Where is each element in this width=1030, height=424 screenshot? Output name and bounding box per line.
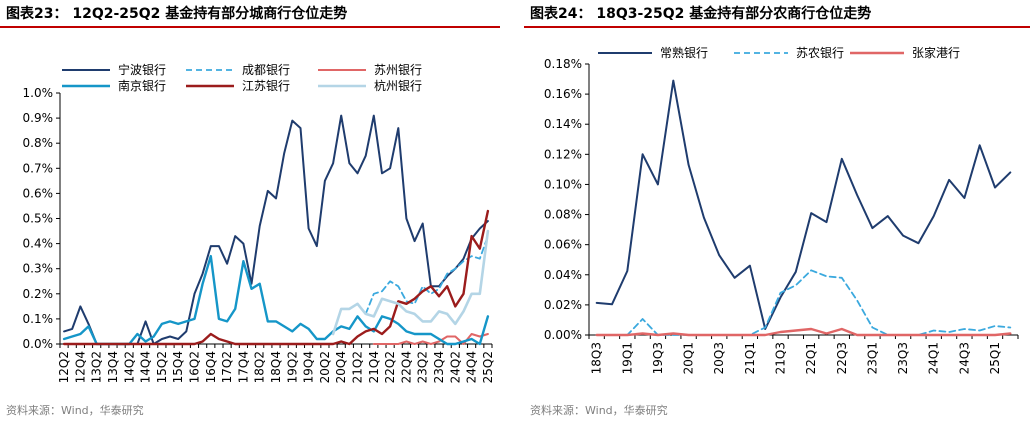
y-tick-label: 0.5%	[23, 212, 54, 226]
y-tick-label: 0.18%	[544, 57, 582, 71]
series-line	[372, 333, 489, 345]
x-tick-label: 24Q4	[465, 351, 479, 383]
legend-label: 南京银行	[118, 78, 166, 93]
x-tick-label: 15Q2	[155, 351, 169, 383]
x-tick-label: 16Q4	[204, 351, 218, 383]
series-line	[595, 269, 1012, 336]
x-tick-label: 21Q1	[743, 342, 757, 374]
series-line	[595, 327, 1012, 337]
chart-source: 资料来源：Wind，华泰研究	[6, 404, 144, 417]
x-tick-label: 20Q1	[682, 342, 696, 374]
x-tick-label: 17Q4	[236, 351, 250, 383]
x-tick-label: 20Q4	[334, 351, 348, 383]
y-tick-label: 0.08%	[544, 208, 582, 222]
y-tick-label: 1.0%	[23, 86, 54, 100]
x-tick-label: 17Q2	[220, 351, 234, 383]
legend-label: 苏农银行	[796, 46, 844, 60]
x-tick-label: 12Q4	[73, 351, 87, 383]
legend-label: 成都银行	[242, 63, 290, 77]
legend-label: 江苏银行	[242, 79, 290, 93]
x-tick-label: 22Q1	[804, 342, 818, 374]
x-tick-label: 13Q2	[90, 351, 104, 383]
x-tick-label: 13Q4	[106, 351, 120, 383]
series-line	[595, 79, 1012, 330]
legend-label: 常熟银行	[660, 45, 708, 60]
left-chart-panel: 图表23： 12Q2-25Q2 基金持有部分城商行仓位走势 0.0% 0.1% 0.…	[0, 0, 500, 424]
x-tick-label: 19Q2	[285, 351, 299, 383]
x-tick-label: 19Q3	[651, 342, 665, 374]
y-tick-label: 0.1%	[23, 312, 54, 326]
x-tick-label: 14Q4	[139, 351, 153, 383]
x-tick-label: 20Q3	[712, 342, 726, 374]
x-tick-label: 21Q2	[351, 351, 365, 383]
x-tick-label: 19Q4	[302, 351, 316, 383]
x-tick-label: 21Q3	[774, 342, 788, 374]
x-tick-label: 24Q3	[957, 342, 971, 374]
x-tick-label: 23Q1	[865, 342, 879, 374]
rural-bank-chart: 0.00% 0.02% 0.04% 0.06% 0.08% 0.10% 0.12% 0.14%…	[544, 45, 1019, 374]
right-chart-panel: 图表24： 18Q3-25Q2 基金持有部分农商行仓位走势 0.00% 0.02%…	[524, 0, 1030, 424]
series-line	[63, 114, 489, 345]
y-tick-label: 0.8%	[23, 136, 54, 150]
x-tick-label: 16Q2	[187, 351, 201, 383]
x-tick-label: 19Q1	[620, 342, 634, 374]
y-tick-label: 0.9%	[23, 111, 54, 125]
x-tick-label: 25Q1	[988, 342, 1002, 374]
y-tick-label: 0.4%	[23, 237, 54, 251]
y-tick-label: 0.02%	[544, 298, 582, 312]
y-tick-label: 0.2%	[23, 287, 54, 301]
x-tick-label: 18Q3	[590, 342, 604, 374]
title-rule	[524, 26, 1030, 28]
x-tick-label: 22Q2	[383, 351, 397, 383]
city-bank-chart: 0.0% 0.1% 0.2% 0.3% 0.4% 0.5% 0.6% 0.7% 0.8% 0.9%…	[23, 62, 495, 383]
series-line	[62, 209, 490, 346]
y-tick-label: 0.3%	[23, 262, 54, 276]
x-tick-label: 15Q4	[171, 351, 185, 383]
x-tick-label: 18Q2	[253, 351, 267, 383]
x-tick-label: 22Q3	[835, 342, 849, 374]
y-tick-label: 0.04%	[544, 268, 582, 282]
y-tick-label: 0.06%	[544, 238, 582, 252]
series-line	[331, 229, 490, 336]
y-tick-label: 0.0%	[23, 337, 54, 351]
legend-label: 宁波银行	[118, 62, 166, 77]
chart-source: 资料来源：Wind，华泰研究	[530, 404, 668, 417]
x-tick-label: 25Q2	[481, 351, 495, 383]
x-tick-label: 24Q1	[927, 342, 941, 374]
x-tick-label: 20Q2	[318, 351, 332, 383]
legend-label: 苏州银行	[374, 63, 422, 77]
x-tick-label: 24Q2	[448, 351, 462, 383]
chart-title: 图表23： 12Q2-25Q2 基金持有部分城商行仓位走势	[6, 6, 348, 22]
x-tick-label: 23Q4	[432, 351, 446, 383]
x-tick-label: 21Q4	[367, 351, 381, 383]
title-rule	[0, 26, 500, 28]
y-tick-label: 0.12%	[544, 147, 582, 161]
series-line	[62, 254, 490, 346]
y-tick-label: 0.00%	[544, 328, 582, 342]
y-tick-label: 0.6%	[23, 186, 54, 200]
y-tick-label: 0.14%	[544, 117, 582, 131]
x-tick-label: 22Q4	[399, 351, 413, 383]
x-tick-label: 18Q4	[269, 351, 283, 383]
x-tick-label: 14Q2	[122, 351, 136, 383]
x-tick-label: 23Q3	[896, 342, 910, 374]
chart-title: 图表24： 18Q3-25Q2 基金持有部分农商行仓位走势	[530, 6, 872, 22]
legend-label: 杭州银行	[374, 78, 422, 93]
y-tick-label: 0.7%	[23, 161, 54, 175]
y-tick-label: 0.10%	[544, 177, 582, 191]
x-tick-label: 12Q2	[57, 351, 71, 383]
x-tick-label: 23Q2	[416, 351, 430, 383]
legend-label: 张家港行	[912, 45, 960, 60]
y-tick-label: 0.16%	[544, 87, 582, 101]
